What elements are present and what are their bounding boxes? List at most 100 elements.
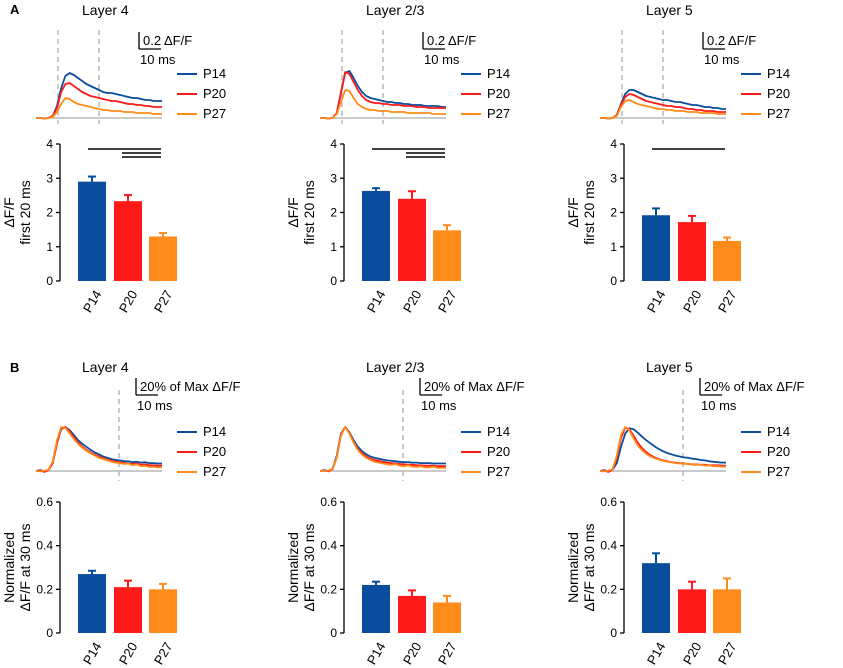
bar-p27 <box>149 236 177 281</box>
chart-3: Layer 5 0.2 ΔF/F 10 ms P14 P20 P27 0 1 2 3 4 ΔF/F fi… <box>565 2 790 315</box>
trace-p14 <box>599 427 726 473</box>
y-tick-label: 2 <box>46 206 53 220</box>
x-tick-label-p20: P20 <box>400 640 425 668</box>
y-tick-label: 0 <box>330 274 337 288</box>
scalebar-time-label: 10 ms <box>140 52 176 67</box>
chart-2: Layer 2/30.2 ΔF/F 10 ms P14 P20 P27 0 1 2 3 4 ΔF/F… <box>285 2 510 315</box>
trace-p20 <box>320 71 446 120</box>
x-tick-label-p27: P27 <box>715 640 740 668</box>
trace-p27 <box>600 99 726 120</box>
y-axis-label-line1: ΔF/F <box>565 197 581 227</box>
x-tick-label-p14: P14 <box>80 288 105 316</box>
scalebar-time-label: 10 ms <box>704 52 740 67</box>
bar-p20 <box>678 222 706 281</box>
legend-label-p14: P14 <box>487 424 510 439</box>
bar-p14 <box>362 190 390 281</box>
y-axis-label-line1: ΔF/F <box>1 197 17 227</box>
x-tick-label-p14: P14 <box>364 640 389 668</box>
scalebar-amplitude-label: 0.2 ΔF/F <box>427 33 476 48</box>
legend-label-p27: P27 <box>487 464 510 479</box>
bar-p14 <box>78 181 106 281</box>
bar-p27 <box>149 589 177 633</box>
y-axis-label-line2: first 20 ms <box>301 180 317 245</box>
scalebar-time-label: 10 ms <box>701 398 737 413</box>
y-tick-label: 0.2 <box>36 582 53 596</box>
x-tick-label-p14: P14 <box>80 640 105 668</box>
y-axis-label-line1: ΔF/F <box>285 197 301 227</box>
chart-6: Layer 5 20% of Max ΔF/F 10 ms P14 P20 P27 0 0.2… <box>565 359 804 667</box>
y-axis-label-line2: first 20 ms <box>581 180 597 245</box>
bar-p20 <box>398 595 426 633</box>
bar-p20 <box>114 587 142 633</box>
legend-label-p27: P27 <box>767 464 790 479</box>
x-tick-label-p27: P27 <box>151 288 176 316</box>
y-axis-label-line2: first 20 ms <box>17 180 33 245</box>
chart-5: Layer 2/3 20% of Max ΔF/F 10 ms P14 P20 P27 0 0… <box>285 359 524 667</box>
y-tick-label: 0.4 <box>320 539 337 553</box>
x-tick-label-p27: P27 <box>151 640 176 668</box>
y-tick-label: 4 <box>46 137 53 151</box>
scalebar-amplitude-label: 20% of Max ΔF/F <box>704 379 804 394</box>
x-tick-label-p20: P20 <box>400 288 425 316</box>
legend-label-p20: P20 <box>203 86 226 101</box>
chart-title: Layer 5 <box>646 359 693 375</box>
chart-title: Layer 2/3 <box>366 2 425 18</box>
y-tick-label: 1 <box>46 240 53 254</box>
x-tick-label-p27: P27 <box>435 640 460 668</box>
x-tick-label-p27: P27 <box>715 288 740 316</box>
x-tick-label-p20: P20 <box>680 640 705 668</box>
bar-p14 <box>362 584 390 633</box>
scalebar-amplitude-label: 0.2 ΔF/F <box>707 33 756 48</box>
panel-label-b: B <box>10 360 19 375</box>
x-tick-label-p20: P20 <box>680 288 705 316</box>
bar-p14 <box>642 215 670 281</box>
y-tick-label: 0.2 <box>600 582 617 596</box>
trace-p27 <box>36 97 162 120</box>
y-tick-label: 0 <box>46 274 53 288</box>
x-tick-label-p27: P27 <box>435 288 460 316</box>
x-tick-label-p20: P20 <box>116 640 141 668</box>
y-tick-label: 0.2 <box>320 582 337 596</box>
legend-label-p14: P14 <box>767 66 790 81</box>
legend-label-p20: P20 <box>767 86 790 101</box>
x-tick-label-p14: P14 <box>644 640 669 668</box>
chart-title: Layer 5 <box>646 2 693 18</box>
bar-p14 <box>78 574 106 633</box>
trace-p27 <box>320 89 446 120</box>
scalebar-amplitude-label: 20% of Max ΔF/F <box>140 379 240 394</box>
y-tick-label: 4 <box>610 137 617 151</box>
bar-p14 <box>642 563 670 633</box>
bar-p27 <box>713 589 741 633</box>
chart-4: Layer 4 20% of Max ΔF/F 10 ms P14 P20 P27 0 0.2… <box>1 359 240 667</box>
y-tick-label: 0.4 <box>600 539 617 553</box>
scalebar-time-label: 10 ms <box>137 398 173 413</box>
legend-label-p20: P20 <box>487 86 510 101</box>
bar-p27 <box>433 230 461 281</box>
legend-label-p14: P14 <box>203 424 226 439</box>
y-tick-label: 4 <box>330 137 337 151</box>
y-tick-label: 3 <box>46 171 53 185</box>
trace-p20 <box>600 93 726 120</box>
legend-label-p14: P14 <box>203 66 226 81</box>
y-axis-label-line2: ΔF/F at 30 ms <box>301 524 317 612</box>
legend-label-p27: P27 <box>203 464 226 479</box>
legend-label-p20: P20 <box>203 444 226 459</box>
y-axis-label-line1: Normalized <box>1 532 17 603</box>
trace-p20 <box>36 82 162 120</box>
chart-1: Layer 4 0.2 ΔF/F 10 ms P14 P20 P27 0 1 2 3 4 ΔF/F fi… <box>1 2 226 315</box>
scalebar-amplitude-label: 0.2 ΔF/F <box>143 33 192 48</box>
bar-p20 <box>398 198 426 281</box>
y-tick-label: 3 <box>330 171 337 185</box>
bar-p20 <box>678 589 706 633</box>
y-tick-label: 0.4 <box>36 539 53 553</box>
panel-label-a: A <box>10 2 20 17</box>
y-tick-label: 0.6 <box>320 495 337 509</box>
y-axis-label-line1: Normalized <box>565 532 581 603</box>
legend-label-p27: P27 <box>203 106 226 121</box>
legend-label-p27: P27 <box>487 106 510 121</box>
chart-title: Layer 4 <box>82 359 129 375</box>
y-tick-label: 0.6 <box>600 495 617 509</box>
y-tick-label: 1 <box>330 240 337 254</box>
y-tick-label: 0 <box>610 626 617 640</box>
trace-p27 <box>320 426 446 472</box>
